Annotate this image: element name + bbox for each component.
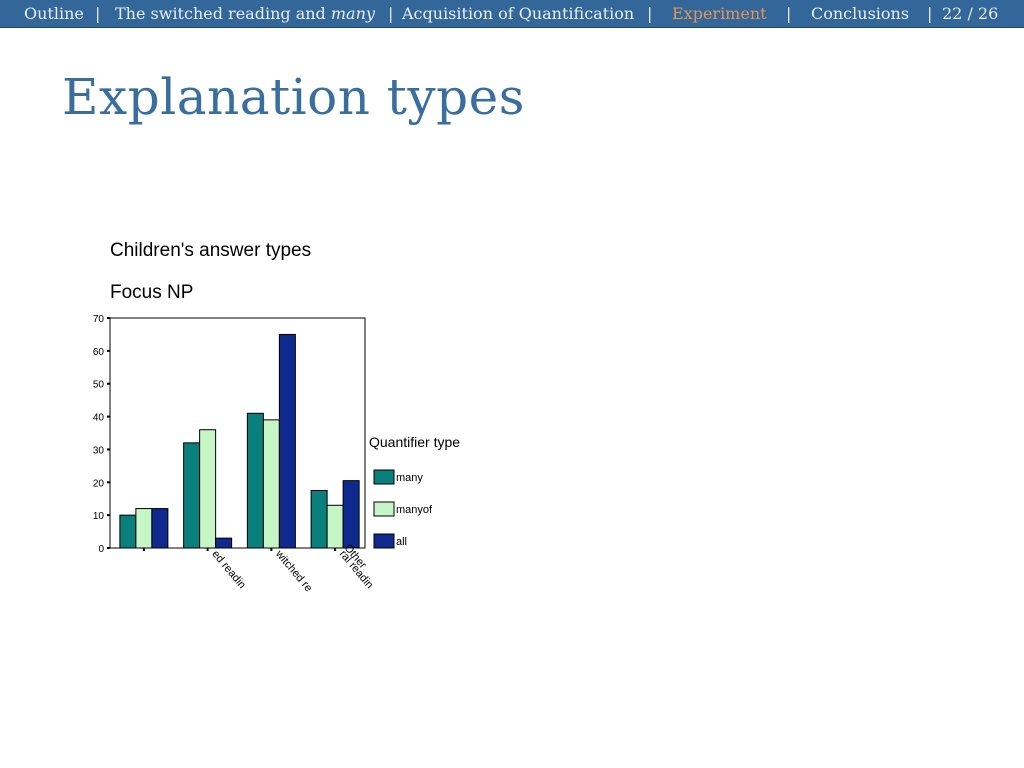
bar-many bbox=[246, 412, 264, 549]
y-tick-label: 10 bbox=[93, 511, 105, 522]
legend-swatch-all bbox=[373, 533, 395, 549]
chart-subtitle: Focus NP bbox=[110, 282, 194, 303]
bar-manyof bbox=[326, 504, 344, 549]
nav-item-switched-reading-text: The switched reading and bbox=[115, 4, 326, 23]
x-tick-label: witched re bbox=[272, 547, 314, 594]
bar-all bbox=[278, 333, 296, 549]
bar-many bbox=[310, 490, 328, 549]
legend-label-many: many bbox=[396, 472, 423, 484]
legend-title: Quantifier type bbox=[369, 434, 460, 450]
navigation-bar: Outline | The switched reading and many … bbox=[0, 0, 1024, 28]
legend-swatch-manyof bbox=[373, 501, 395, 517]
bar-all bbox=[151, 508, 169, 549]
bar-manyof bbox=[135, 508, 153, 549]
y-tick-label: 20 bbox=[93, 478, 105, 489]
plot-area bbox=[109, 317, 366, 549]
bar-manyof bbox=[262, 419, 280, 549]
slide-title: Explanation types bbox=[62, 68, 525, 126]
y-tick-label: 70 bbox=[93, 314, 105, 325]
legend-label-manyof: manyof bbox=[396, 504, 433, 516]
legend-swatch-many bbox=[373, 469, 395, 485]
nav-item-switched-reading[interactable]: The switched reading and many bbox=[115, 0, 375, 28]
y-tick-label: 40 bbox=[93, 413, 105, 424]
nav-separator: | bbox=[647, 4, 653, 23]
legend-label-all: all bbox=[396, 536, 407, 548]
x-tick-label: ed readin bbox=[209, 548, 248, 591]
page-counter: 22 / 26 bbox=[942, 4, 999, 23]
nav-item-conclusions[interactable]: Conclusions bbox=[811, 4, 910, 23]
nav-separator: | bbox=[786, 4, 792, 23]
nav-separator: | bbox=[388, 4, 394, 23]
nav-separator: | bbox=[95, 4, 101, 23]
y-tick-label: 0 bbox=[98, 544, 104, 555]
nav-item-acquisition[interactable]: Acquisition of Quantification bbox=[402, 4, 635, 23]
bar-many bbox=[119, 514, 137, 549]
bar-all bbox=[342, 480, 360, 549]
y-tick-label: 50 bbox=[93, 380, 105, 391]
nav-separator: | bbox=[927, 4, 933, 23]
nav-item-experiment[interactable]: Experiment bbox=[672, 4, 767, 23]
y-tick-label: 60 bbox=[93, 347, 105, 358]
nav-item-switched-reading-em: many bbox=[330, 4, 375, 23]
bar-many bbox=[183, 442, 201, 549]
bar-manyof bbox=[199, 429, 217, 549]
nav-item-outline[interactable]: Outline bbox=[24, 4, 84, 23]
bar-all bbox=[215, 537, 233, 549]
chart-title: Children's answer types bbox=[110, 240, 312, 261]
y-tick-label: 30 bbox=[93, 445, 105, 456]
